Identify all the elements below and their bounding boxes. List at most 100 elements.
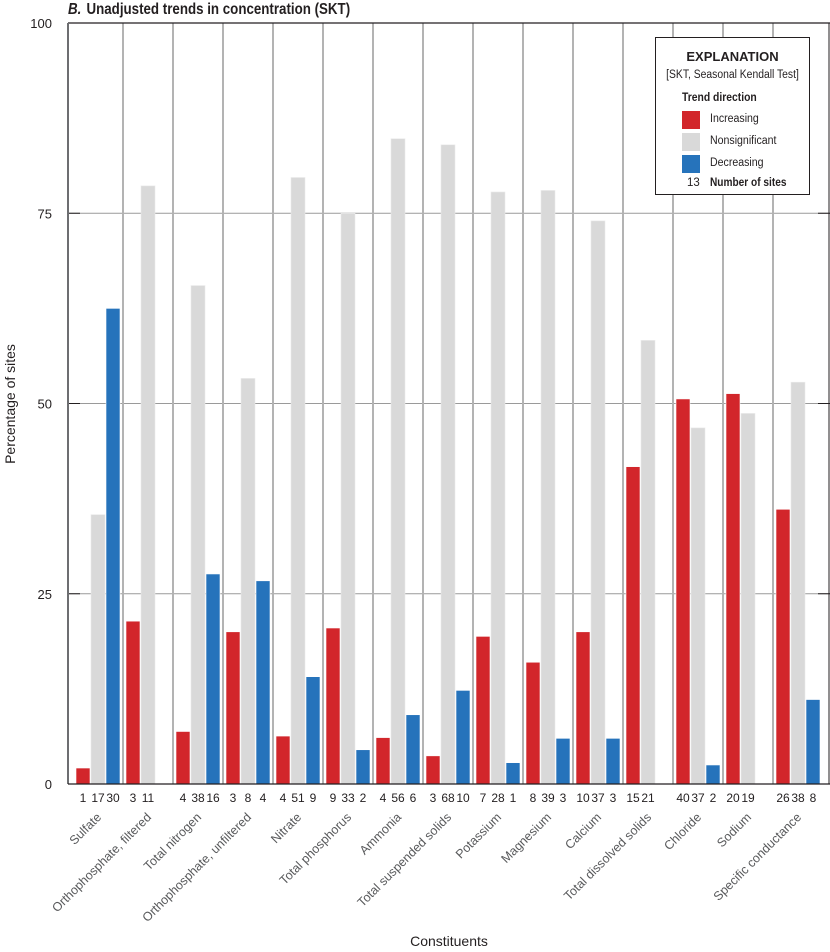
site-count-increasing: 3 bbox=[130, 791, 137, 805]
y-tick-labels: 0 25 50 75 100 bbox=[30, 16, 52, 792]
bar-nonsignificant bbox=[140, 185, 156, 785]
bar-increasing bbox=[625, 466, 641, 785]
y-tick-label: 50 bbox=[38, 397, 52, 412]
x-tick-label: Orthophosphate, filtered bbox=[49, 810, 154, 915]
x-tick-label: Sulfate bbox=[67, 810, 104, 847]
legend-heading: Trend direction bbox=[682, 92, 757, 104]
bar-increasing bbox=[725, 393, 741, 785]
bar-increasing bbox=[475, 636, 491, 785]
x-tick-label: Total dissolved solids bbox=[561, 810, 654, 903]
site-count-decreasing: 1 bbox=[510, 791, 517, 805]
site-count-increasing: 4 bbox=[280, 791, 287, 805]
bar-decreasing bbox=[405, 714, 421, 785]
axes bbox=[67, 22, 830, 785]
bar-increasing bbox=[425, 755, 441, 785]
bar-decreasing bbox=[455, 690, 471, 785]
bar-decreasing bbox=[105, 308, 121, 785]
bar-increasing bbox=[75, 767, 91, 785]
site-count-increasing: 7 bbox=[480, 791, 487, 805]
site-count-decreasing: 4 bbox=[260, 791, 267, 805]
site-count-increasing: 20 bbox=[726, 791, 740, 805]
bar-increasing bbox=[325, 627, 341, 785]
y-tick-label: 100 bbox=[30, 16, 52, 31]
site-count-nonsignificant: 8 bbox=[245, 791, 252, 805]
site-count-nonsignificant: 17 bbox=[91, 791, 105, 805]
x-tick-label: Magnesium bbox=[499, 810, 555, 866]
panel-label: B. bbox=[68, 1, 82, 18]
bar-decreasing bbox=[305, 676, 321, 785]
y-tick-label: 0 bbox=[45, 777, 52, 792]
bar-nonsignificant bbox=[340, 212, 356, 785]
site-count-increasing: 3 bbox=[230, 791, 237, 805]
site-count-nonsignificant: 33 bbox=[341, 791, 355, 805]
site-count-increasing: 9 bbox=[330, 791, 337, 805]
x-tick-label: Nitrate bbox=[268, 810, 304, 846]
x-tick-label: Sodium bbox=[714, 810, 754, 850]
y-tick-label: 75 bbox=[38, 206, 52, 221]
chart-title: B. Unadjusted trends in concentration (SK… bbox=[68, 1, 350, 19]
site-count-nonsignificant: 51 bbox=[291, 791, 305, 805]
x-tick-label: Ammonia bbox=[357, 810, 404, 857]
bar-increasing bbox=[775, 508, 791, 785]
bar-nonsignificant bbox=[790, 381, 806, 785]
x-tick-label: Chloride bbox=[661, 810, 704, 853]
site-count-nonsignificant: 38 bbox=[791, 791, 805, 805]
site-count-nonsignificant: 68 bbox=[441, 791, 455, 805]
chart-title-text: Unadjusted trends in concentration (SKT) bbox=[86, 1, 351, 18]
bar-nonsignificant bbox=[540, 190, 556, 785]
site-count-increasing: 3 bbox=[430, 791, 437, 805]
site-count-decreasing: 9 bbox=[310, 791, 317, 805]
site-count-nonsignificant: 21 bbox=[641, 791, 655, 805]
site-count-increasing: 4 bbox=[180, 791, 187, 805]
site-count-decreasing: 3 bbox=[560, 791, 567, 805]
bar-nonsignificant bbox=[740, 413, 756, 785]
bar-increasing bbox=[225, 631, 241, 785]
bar-increasing bbox=[675, 398, 691, 785]
nonsignificant-swatch bbox=[682, 133, 700, 151]
site-count-increasing: 10 bbox=[576, 791, 590, 805]
x-tick-label: Specific conductance bbox=[711, 810, 804, 903]
bar-decreasing bbox=[705, 764, 721, 785]
site-count-nonsignificant: 11 bbox=[142, 791, 155, 805]
site-count-nonsignificant: 37 bbox=[591, 791, 605, 805]
site-count-nonsignificant: 19 bbox=[741, 791, 755, 805]
bars bbox=[75, 138, 821, 785]
site-count-decreasing: 30 bbox=[106, 791, 120, 805]
site-count-increasing: 1 bbox=[80, 791, 87, 805]
legend: EXPLANATION [SKT, Seasonal Kendall Test]… bbox=[655, 37, 810, 195]
site-count-nonsignificant: 28 bbox=[491, 791, 505, 805]
bar-nonsignificant bbox=[590, 220, 606, 785]
bar-decreasing bbox=[255, 580, 271, 785]
bar-nonsignificant bbox=[490, 191, 506, 785]
y-axis-label: Percentage of sites bbox=[2, 344, 18, 464]
site-count-increasing: 26 bbox=[776, 791, 790, 805]
site-count-increasing: 15 bbox=[626, 791, 640, 805]
bar-decreasing bbox=[505, 762, 521, 785]
bar-increasing bbox=[375, 737, 391, 785]
site-count-increasing: 4 bbox=[380, 791, 387, 805]
site-count-nonsignificant: 56 bbox=[391, 791, 405, 805]
site-count-decreasing: 2 bbox=[710, 791, 717, 805]
x-tick-label: Calcium bbox=[562, 810, 604, 852]
legend-label: Nonsignificant bbox=[710, 135, 777, 147]
bar-nonsignificant bbox=[440, 144, 456, 785]
site-count-increasing: 40 bbox=[676, 791, 690, 805]
bar-decreasing bbox=[805, 699, 821, 785]
site-count-nonsignificant: 37 bbox=[691, 791, 705, 805]
x-tick-label: Potassium bbox=[453, 810, 504, 861]
legend-count-label: Number of sites bbox=[710, 177, 787, 189]
group-separators bbox=[122, 23, 774, 784]
bar-increasing bbox=[125, 620, 141, 785]
decreasing-swatch bbox=[682, 155, 700, 173]
bar-nonsignificant bbox=[240, 378, 256, 785]
site-count-nonsignificant: 38 bbox=[191, 791, 205, 805]
site-count-decreasing: 3 bbox=[610, 791, 617, 805]
site-count-decreasing: 6 bbox=[410, 791, 417, 805]
bar-nonsignificant bbox=[390, 138, 406, 785]
bar-increasing bbox=[575, 631, 591, 785]
increasing-swatch bbox=[682, 111, 700, 129]
legend-count-example: 13 bbox=[687, 177, 700, 189]
bar-nonsignificant bbox=[190, 285, 206, 785]
